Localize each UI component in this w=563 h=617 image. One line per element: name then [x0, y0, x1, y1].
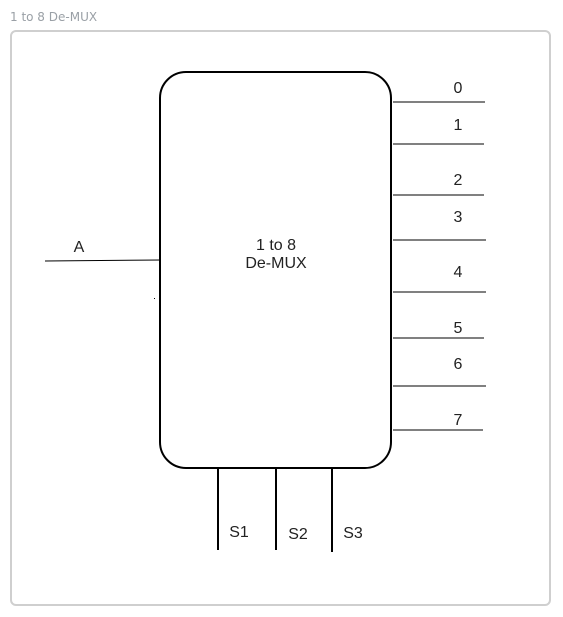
input-label-a: A	[74, 239, 85, 256]
output-label-2: 2	[454, 172, 463, 189]
input-line-a	[44, 259, 162, 262]
output-label-7: 7	[454, 412, 463, 429]
block-label-line1: 1 to 8	[256, 237, 296, 254]
output-label-3: 3	[454, 209, 463, 226]
diagram-frame	[10, 30, 551, 606]
block-label-line2: De-MUX	[245, 255, 307, 272]
output-label-0: 0	[454, 80, 463, 97]
select-label-s1: S1	[229, 524, 249, 541]
output-label-5: 5	[454, 320, 463, 337]
stray-dot	[154, 298, 155, 299]
output-label-1: 1	[454, 117, 463, 134]
output-label-4: 4	[454, 264, 463, 281]
output-label-6: 6	[454, 356, 463, 373]
select-label-s2: S2	[288, 526, 308, 543]
page-title: 1 to 8 De-MUX	[10, 10, 98, 24]
select-label-s3: S3	[343, 525, 363, 542]
